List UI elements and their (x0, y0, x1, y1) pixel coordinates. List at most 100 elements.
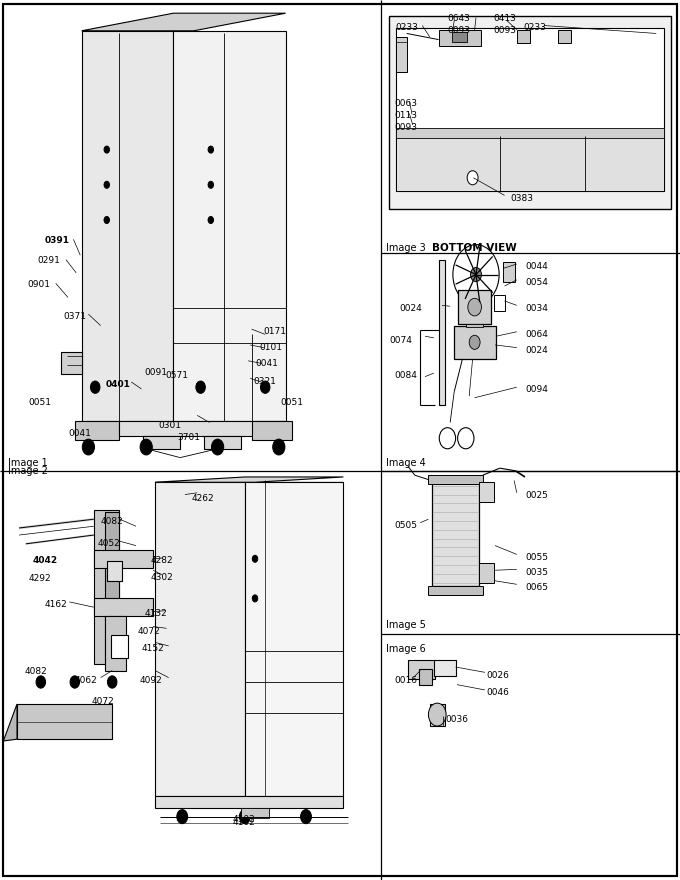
Text: 0901: 0901 (27, 280, 50, 289)
Text: 4082: 4082 (101, 517, 123, 526)
Bar (428, 586, 483, 595)
Polygon shape (94, 550, 153, 568)
Text: Image 5: Image 5 (386, 620, 426, 629)
Circle shape (239, 810, 250, 824)
Circle shape (36, 676, 46, 688)
Polygon shape (204, 436, 241, 449)
Circle shape (104, 181, 109, 188)
Text: 0171: 0171 (264, 327, 287, 336)
Polygon shape (143, 436, 180, 449)
Text: 0093: 0093 (394, 123, 418, 132)
Text: 4102: 4102 (233, 815, 255, 824)
Circle shape (90, 381, 100, 393)
Text: 4072: 4072 (92, 697, 114, 706)
Text: 0026: 0026 (486, 671, 509, 679)
Polygon shape (245, 482, 343, 796)
Text: 0101: 0101 (260, 343, 283, 352)
Text: 0084: 0084 (394, 371, 418, 380)
Bar (396, 128, 664, 138)
Text: Image 2: Image 2 (8, 466, 48, 476)
Bar (432, 482, 479, 586)
Text: 3701: 3701 (177, 433, 200, 442)
Polygon shape (107, 561, 122, 581)
Bar (517, 30, 530, 43)
Bar (439, 260, 445, 405)
Text: 0391: 0391 (45, 236, 70, 245)
Text: 0383: 0383 (510, 194, 533, 202)
Polygon shape (82, 31, 173, 421)
Polygon shape (155, 796, 343, 808)
Polygon shape (3, 704, 17, 741)
Polygon shape (155, 477, 343, 482)
Text: 0051: 0051 (280, 398, 303, 407)
Text: 0064: 0064 (525, 330, 548, 339)
Polygon shape (94, 510, 119, 664)
Polygon shape (434, 660, 456, 676)
Circle shape (208, 216, 214, 224)
Bar (503, 262, 515, 282)
Text: 0094: 0094 (525, 385, 548, 394)
Text: Image 1: Image 1 (8, 458, 48, 467)
Bar (458, 290, 491, 324)
Text: 0505: 0505 (394, 521, 418, 530)
Circle shape (458, 428, 474, 449)
Polygon shape (17, 704, 112, 739)
Polygon shape (61, 352, 82, 374)
Text: 0321: 0321 (253, 377, 276, 385)
Text: 4282: 4282 (151, 556, 173, 565)
Polygon shape (155, 482, 245, 796)
Text: 0113: 0113 (394, 111, 418, 120)
Text: 0034: 0034 (525, 304, 548, 312)
Bar (558, 30, 571, 43)
Circle shape (211, 439, 224, 455)
Text: 0016: 0016 (394, 676, 418, 685)
Bar (389, 16, 671, 209)
Bar (452, 32, 467, 42)
Text: 0571: 0571 (165, 371, 188, 380)
Polygon shape (408, 660, 435, 679)
Circle shape (273, 439, 285, 455)
Text: 4102: 4102 (233, 818, 255, 827)
Circle shape (252, 555, 258, 562)
Text: Image 3: Image 3 (386, 243, 426, 253)
Text: 0643: 0643 (447, 14, 471, 23)
Circle shape (208, 146, 214, 153)
Text: 4072: 4072 (137, 627, 160, 635)
Circle shape (471, 268, 481, 282)
Circle shape (177, 810, 188, 824)
Text: 0301: 0301 (158, 421, 182, 429)
Circle shape (104, 216, 109, 224)
Text: 0063: 0063 (394, 99, 418, 107)
Polygon shape (105, 512, 119, 660)
Text: Image 6: Image 6 (386, 644, 426, 654)
Text: 4152: 4152 (141, 644, 164, 653)
Text: 0074: 0074 (389, 336, 412, 345)
Polygon shape (419, 669, 432, 685)
Circle shape (82, 439, 95, 455)
Circle shape (208, 181, 214, 188)
Text: 4062: 4062 (75, 676, 97, 685)
Text: 0051: 0051 (29, 398, 52, 407)
Text: 4052: 4052 (97, 539, 120, 547)
Text: 0291: 0291 (37, 256, 61, 265)
Text: 4082: 4082 (24, 667, 47, 676)
Circle shape (468, 298, 481, 316)
Text: 4042: 4042 (33, 556, 58, 565)
Bar (396, 28, 664, 191)
Polygon shape (430, 704, 445, 726)
Circle shape (252, 595, 258, 602)
Text: 0024: 0024 (400, 304, 422, 312)
Text: 4162: 4162 (44, 600, 67, 609)
Text: 0233: 0233 (396, 23, 419, 32)
Bar (494, 295, 505, 311)
Circle shape (260, 381, 270, 393)
Text: 4302: 4302 (151, 573, 173, 582)
Text: Image 4: Image 4 (386, 458, 426, 467)
Text: 4092: 4092 (139, 676, 162, 685)
Text: 0093: 0093 (493, 26, 516, 35)
Polygon shape (111, 635, 128, 658)
Text: 0036: 0036 (445, 715, 469, 723)
Polygon shape (105, 616, 126, 671)
Bar (241, 808, 269, 818)
Polygon shape (94, 598, 153, 616)
